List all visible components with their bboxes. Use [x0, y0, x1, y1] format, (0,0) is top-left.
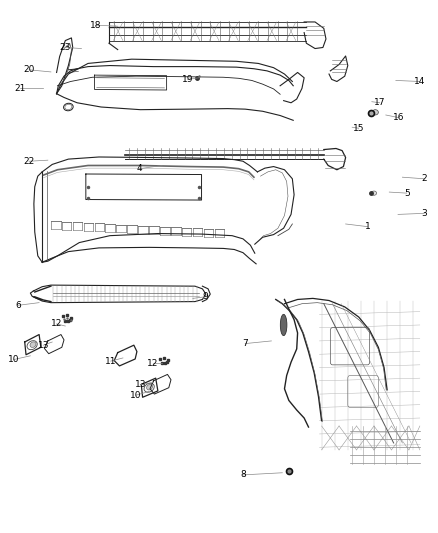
- Text: 14: 14: [414, 77, 426, 86]
- Text: 10: 10: [130, 391, 142, 400]
- Text: 17: 17: [374, 98, 385, 107]
- Text: 3: 3: [421, 209, 427, 218]
- Text: 23: 23: [60, 43, 71, 52]
- Text: 19: 19: [182, 75, 193, 84]
- Text: 18: 18: [90, 21, 102, 30]
- Text: 7: 7: [242, 339, 248, 348]
- Text: 21: 21: [14, 84, 26, 93]
- Ellipse shape: [147, 384, 152, 390]
- Text: 11: 11: [105, 357, 117, 366]
- Text: 2: 2: [421, 174, 427, 183]
- Text: 13: 13: [134, 380, 146, 389]
- Text: 8: 8: [240, 471, 246, 479]
- Text: 15: 15: [353, 124, 364, 133]
- Ellipse shape: [372, 110, 378, 115]
- Text: 22: 22: [24, 157, 35, 166]
- Text: 20: 20: [23, 66, 35, 74]
- Text: 12: 12: [51, 319, 62, 328]
- Ellipse shape: [30, 342, 36, 348]
- Ellipse shape: [371, 191, 377, 195]
- Text: 6: 6: [15, 301, 21, 310]
- Text: 12: 12: [147, 359, 158, 368]
- Text: 1: 1: [364, 222, 370, 231]
- Text: 16: 16: [393, 113, 405, 122]
- Text: 10: 10: [8, 355, 20, 364]
- Text: 9: 9: [202, 292, 208, 301]
- Text: 13: 13: [38, 341, 49, 350]
- Text: 5: 5: [404, 189, 410, 198]
- Ellipse shape: [280, 314, 287, 336]
- Text: 4: 4: [137, 164, 142, 173]
